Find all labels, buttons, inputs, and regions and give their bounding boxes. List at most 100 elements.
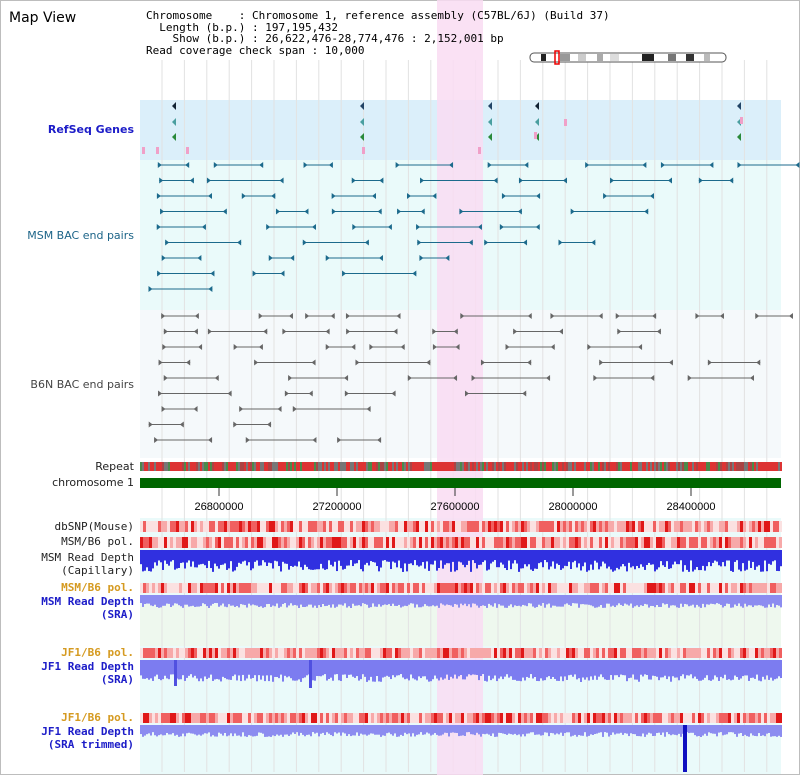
msm-depth-capillary-bar — [496, 550, 498, 568]
msm-depth-capillary-bar — [592, 550, 594, 570]
msm-b6-pol-heat-2 — [713, 583, 716, 593]
track-label-refseq[interactable]: RefSeq Genes — [47, 123, 134, 136]
track-label-msm-depth-sra[interactable]: MSM Read Depth — [41, 595, 134, 608]
msm-depth-sra-bar — [508, 595, 510, 606]
jf1-b6-pol-heat-2 — [458, 713, 461, 723]
jf1-depth-sra-bar — [340, 660, 342, 682]
track-label-dbsnp[interactable]: dbSNP(Mouse) — [54, 520, 134, 533]
repeat-element — [572, 462, 574, 471]
jf1-b6-pol-heat-2 — [281, 713, 284, 723]
dbsnp-heat — [407, 521, 410, 532]
msm-bac-pair-end — [303, 162, 308, 168]
track-label-msm-b6-pol-1[interactable]: MSM/B6 pol. — [61, 535, 134, 548]
jf1-depth-sra-bar — [426, 660, 428, 680]
jf1-depth-trim-bar — [228, 725, 230, 736]
jf1-b6-pol-heat — [386, 648, 389, 658]
jf1-depth-trim-bar — [424, 725, 426, 735]
jf1-depth-sra-bar — [646, 660, 648, 675]
repeat-element — [318, 462, 320, 471]
msm-b6-pol-heat-2 — [770, 583, 773, 593]
msm-bac-pair-end — [709, 162, 714, 168]
msm-bac-pair-end — [558, 239, 563, 246]
msm-b6-pol-heat-2 — [560, 583, 563, 593]
jf1-depth-sra-bar — [438, 660, 440, 681]
jf1-b6-pol-heat — [506, 648, 509, 658]
track-label-msm-depth-cap[interactable]: MSM Read Depth — [41, 551, 134, 564]
track-label-msm-b6-pol-2[interactable]: MSM/B6 pol. — [61, 581, 134, 594]
jf1-depth-trim-bar — [426, 725, 428, 733]
jf1-depth-trim-bar — [168, 725, 170, 735]
msm-depth-capillary-bar — [174, 550, 176, 570]
dbsnp-heat — [284, 521, 287, 532]
dbsnp-heat — [587, 521, 590, 532]
msm-b6-pol-heat — [776, 537, 779, 548]
repeat-element — [334, 462, 336, 471]
jf1-depth-trim-bar — [744, 725, 746, 735]
dbsnp-heat — [449, 521, 452, 532]
track-label-jf1-depth-trim[interactable]: JF1 Read Depth — [41, 725, 134, 738]
msm-bac-pair-end — [585, 162, 590, 168]
msm-depth-sra-bar — [690, 595, 692, 606]
dbsnp-heat — [590, 521, 593, 532]
dbsnp-heat — [269, 521, 272, 532]
b6n-bac-pair-end — [148, 421, 153, 428]
msm-depth-capillary-bar — [478, 550, 480, 565]
repeat-element — [476, 462, 478, 471]
track-label-b6n-bac[interactable]: B6N BAC end pairs — [30, 378, 134, 391]
msm-depth-sra-bar — [624, 595, 626, 604]
msm-depth-capillary-bar — [742, 550, 744, 564]
repeat-element — [714, 462, 716, 471]
repeat-element — [464, 462, 466, 471]
track-label-chromosome[interactable]: chromosome 1 — [52, 476, 134, 489]
msm-depth-sra-bar — [342, 595, 344, 606]
msm-bac-pair-end — [275, 208, 280, 215]
jf1-depth-sra-bar — [742, 660, 744, 677]
msm-b6-pol-heat-2 — [143, 583, 146, 593]
msm-depth-capillary-bar — [696, 550, 698, 568]
msm-depth-capillary-bar — [260, 550, 262, 566]
dbsnp-heat — [620, 521, 623, 532]
msm-depth-sra-bar — [776, 595, 778, 606]
repeat-element — [372, 462, 374, 471]
msm-depth-sra-bar — [698, 595, 700, 607]
track-label-msm-bac[interactable]: MSM BAC end pairs — [27, 229, 134, 242]
msm-depth-sra-bar — [664, 595, 666, 605]
dbsnp-heat — [770, 521, 773, 532]
msm-depth-capillary-bar — [422, 550, 424, 563]
jf1-b6-pol-heat — [266, 648, 269, 658]
msm-depth-sra-bar — [436, 595, 438, 606]
jf1-depth-trim-bar — [618, 725, 620, 734]
msm-depth-capillary-bar — [388, 550, 390, 562]
jf1-depth-sra-bar — [594, 660, 596, 676]
repeat-element — [176, 462, 178, 471]
track-label-jf1-depth-sra[interactable]: JF1 Read Depth — [41, 660, 134, 673]
msm-b6-pol-heat — [194, 537, 197, 548]
msm-depth-capillary-bar — [482, 550, 484, 563]
msm-depth-capillary-bar — [490, 550, 492, 564]
msm-depth-capillary-bar — [144, 550, 146, 571]
axis-tick-label: 28400000 — [667, 501, 716, 513]
msm-b6-pol-heat — [650, 537, 653, 548]
repeat-element — [580, 462, 582, 471]
dbsnp-heat — [371, 521, 374, 532]
dbsnp-heat — [299, 521, 302, 532]
track-label-jf1-b6-pol-1[interactable]: JF1/B6 pol. — [61, 646, 134, 659]
msm-b6-pol-heat — [602, 537, 605, 548]
dbsnp-heat — [347, 521, 350, 532]
msm-b6-pol-heat — [590, 537, 593, 548]
jf1-depth-trim-bar — [202, 725, 204, 735]
msm-depth-capillary-bar — [570, 550, 572, 570]
track-label-repeat[interactable]: Repeat — [95, 460, 134, 473]
track-label-jf1-b6-pol-2[interactable]: JF1/B6 pol. — [61, 711, 134, 724]
jf1-b6-pol-heat-2 — [317, 713, 320, 723]
jf1-b6-pol-heat-2 — [485, 713, 488, 723]
msm-b6-pol-heat-2 — [461, 583, 464, 593]
jf1-b6-pol-heat-2 — [524, 713, 527, 723]
msm-depth-capillary-bar — [774, 550, 776, 561]
msm-depth-sra-bar — [274, 595, 276, 607]
repeat-element — [472, 462, 474, 471]
msm-bac-pair-end — [406, 193, 411, 199]
msm-b6-pol-heat-2 — [203, 583, 206, 593]
jf1-b6-pol-heat — [656, 648, 659, 658]
